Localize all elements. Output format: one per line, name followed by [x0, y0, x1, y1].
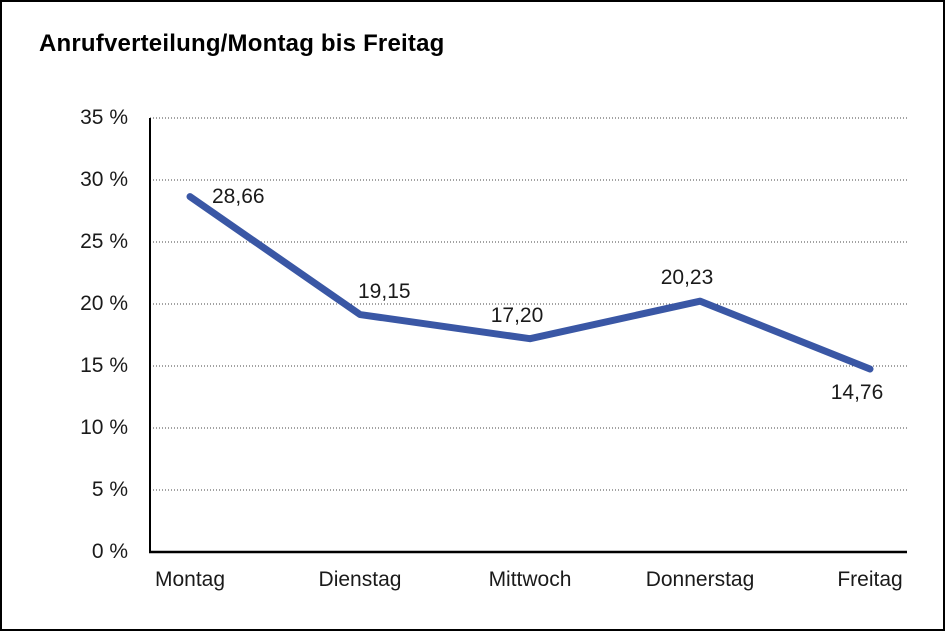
y-axis-tick-label: 30 % — [80, 168, 128, 191]
x-axis-label: Dienstag — [318, 568, 402, 591]
data-point-label: 20,23 — [660, 266, 714, 290]
x-axis-label: Montag — [154, 568, 226, 591]
data-line — [186, 193, 874, 373]
y-axis-tick-label: 25 % — [80, 230, 128, 253]
data-point-label: 17,20 — [490, 303, 544, 327]
y-axis-tick-label: 0 % — [91, 540, 128, 563]
chart-title: Anrufverteilung/Montag bis Freitag — [39, 30, 445, 57]
data-point-label: 14,76 — [830, 380, 884, 404]
x-axis-label: Freitag — [837, 568, 903, 591]
data-point-label: 19,15 — [358, 279, 411, 303]
y-axis-tick-label: 20 % — [80, 292, 128, 315]
y-axis-tick-label: 35 % — [80, 106, 128, 129]
y-axis-tick-label: 15 % — [80, 354, 128, 377]
data-point-label: 28,66 — [212, 184, 265, 208]
y-axis-tick-label: 10 % — [80, 416, 128, 439]
x-axis-label: Mittwoch — [488, 568, 572, 591]
y-axis-tick-label: 5 % — [91, 478, 128, 501]
x-axis-label: Donnerstag — [645, 568, 755, 591]
